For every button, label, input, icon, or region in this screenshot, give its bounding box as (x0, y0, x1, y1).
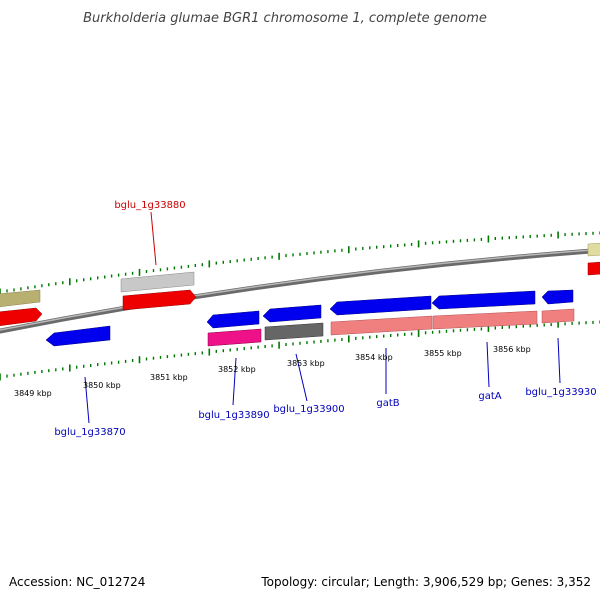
gene-blue-bglu-1g33900[interactable] (262, 304, 322, 323)
gene-blue-left[interactable] (45, 325, 111, 347)
gene-blue-bglu-1g33930[interactable] (541, 289, 574, 305)
gene-label-bglu-1g33930[interactable]: bglu_1g33930 (525, 387, 596, 398)
gene-beige-right[interactable] (587, 242, 600, 257)
gene-red-bglu-1g33880[interactable] (122, 289, 197, 311)
accession-text: Accession: NC_012724 (9, 575, 145, 589)
label-leader-lines (84, 211, 561, 424)
gene-dark-grey[interactable] (264, 322, 324, 341)
gene-red-right[interactable] (587, 261, 600, 276)
gene-label-bglu-1g33900[interactable]: bglu_1g33900 (273, 404, 344, 415)
gene-blue-gatb[interactable] (329, 295, 432, 316)
inner-tick-ring (0, 320, 600, 381)
gene-pink-gatb[interactable] (330, 315, 433, 336)
leader-bglu-1g33930 (557, 337, 561, 384)
chromosome-backbone-highlight (0, 248, 600, 331)
gene-labels: bglu_1g33880 bglu_1g33870 bglu_1g33890 b… (54, 200, 596, 438)
outer-tick-ring (0, 231, 600, 296)
gene-magenta[interactable] (207, 328, 262, 347)
scale-label: 3849 kbp (14, 389, 52, 398)
gene-label-gata[interactable]: gatA (478, 391, 501, 402)
gene-blue-gata[interactable] (431, 290, 536, 310)
gene-features (0, 242, 600, 347)
leader-bglu-1g33870 (84, 376, 90, 424)
gene-pink-right[interactable] (541, 308, 575, 324)
gene-red-left[interactable] (0, 307, 43, 326)
scale-label: 3852 kbp (218, 365, 256, 374)
scale-label: 3856 kbp (493, 345, 531, 354)
gene-pink-gata[interactable] (432, 310, 538, 330)
leader-bglu-1g33890 (232, 357, 237, 406)
chromosome-backbone (0, 247, 600, 334)
gene-olive-left[interactable] (0, 289, 41, 308)
gene-label-bglu-1g33880[interactable]: bglu_1g33880 (114, 200, 185, 211)
leader-gata (486, 341, 490, 388)
gene-label-bglu-1g33890[interactable]: bglu_1g33890 (198, 410, 269, 421)
map-title: Burkholderia glumae BGR1 chromosome 1, c… (83, 11, 487, 26)
scale-label: 3850 kbp (83, 381, 121, 390)
genome-summary-text: Topology: circular; Length: 3,906,529 bp… (260, 575, 591, 589)
scale-label: 3854 kbp (355, 353, 393, 362)
gene-label-gatb[interactable]: gatB (376, 398, 399, 409)
leader-bglu-1g33900 (295, 353, 308, 402)
scale-label: 3855 kbp (424, 349, 462, 358)
scale-label: 3853 kbp (287, 359, 325, 368)
gene-light-grey[interactable] (120, 271, 195, 293)
leader-bglu-1g33880 (150, 211, 157, 266)
scale-labels: 3849 kbp 3850 kbp 3851 kbp 3852 kbp 3853… (14, 345, 531, 398)
scale-label: 3851 kbp (150, 373, 188, 382)
gene-label-bglu-1g33870[interactable]: bglu_1g33870 (54, 427, 125, 438)
gene-blue-bglu-1g33890[interactable] (206, 310, 260, 329)
